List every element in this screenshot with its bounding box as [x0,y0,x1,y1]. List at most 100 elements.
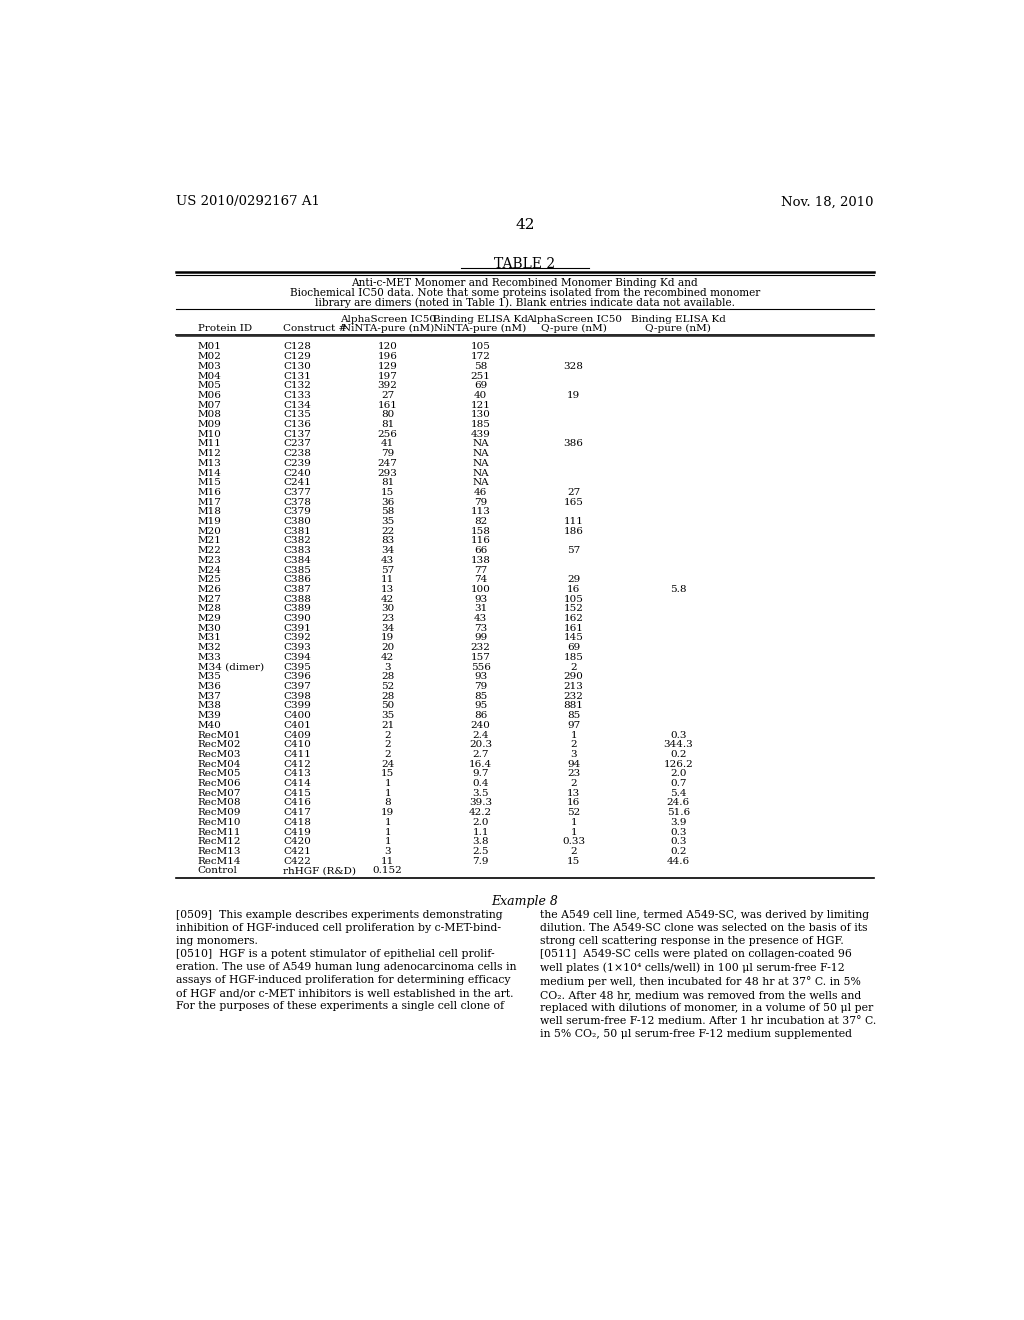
Text: 386: 386 [563,440,584,449]
Text: [0510]  HGF is a potent stimulator of epithelial cell prolif-
eration. The use o: [0510] HGF is a potent stimulator of epi… [176,949,516,1011]
Text: 35: 35 [381,711,394,721]
Text: 116: 116 [471,536,490,545]
Text: 232: 232 [471,643,490,652]
Text: M10: M10 [198,430,221,438]
Text: C417: C417 [283,808,311,817]
Text: 213: 213 [563,682,584,690]
Text: M39: M39 [198,711,221,721]
Text: library are dimers (noted in Table 1). Blank entries indicate data not available: library are dimers (noted in Table 1). B… [314,298,735,309]
Text: 79: 79 [381,449,394,458]
Text: C389: C389 [283,605,311,614]
Text: M09: M09 [198,420,221,429]
Text: 121: 121 [471,401,490,409]
Text: NA: NA [472,459,488,467]
Text: C132: C132 [283,381,311,391]
Text: C137: C137 [283,430,311,438]
Text: NA: NA [472,449,488,458]
Text: 1: 1 [384,837,391,846]
Text: C131: C131 [283,371,311,380]
Text: 44.6: 44.6 [667,857,690,866]
Text: C390: C390 [283,614,311,623]
Text: C409: C409 [283,730,311,739]
Text: C128: C128 [283,342,311,351]
Text: AlphaScreen IC50: AlphaScreen IC50 [525,314,622,323]
Text: AlphaScreen IC50: AlphaScreen IC50 [340,314,435,323]
Text: 20.3: 20.3 [469,741,493,750]
Text: 2: 2 [384,741,391,750]
Text: C241: C241 [283,478,311,487]
Text: 43: 43 [381,556,394,565]
Text: M25: M25 [198,576,221,585]
Text: 247: 247 [378,459,397,467]
Text: M05: M05 [198,381,221,391]
Text: RecM10: RecM10 [198,818,242,826]
Text: 196: 196 [378,352,397,362]
Text: C395: C395 [283,663,311,672]
Text: C383: C383 [283,546,311,556]
Text: 39.3: 39.3 [469,799,493,808]
Text: 3.5: 3.5 [472,789,488,797]
Text: C136: C136 [283,420,311,429]
Text: 35: 35 [381,517,394,527]
Text: M04: M04 [198,371,221,380]
Text: C380: C380 [283,517,311,527]
Text: 99: 99 [474,634,487,643]
Text: M03: M03 [198,362,221,371]
Text: C379: C379 [283,507,311,516]
Text: C240: C240 [283,469,311,478]
Text: 0.33: 0.33 [562,837,585,846]
Text: M19: M19 [198,517,221,527]
Text: 19: 19 [381,808,394,817]
Text: 129: 129 [378,362,397,371]
Text: 43: 43 [474,614,487,623]
Text: RecM11: RecM11 [198,828,242,837]
Text: C415: C415 [283,789,311,797]
Text: 152: 152 [563,605,584,614]
Text: M07: M07 [198,401,221,409]
Text: M24: M24 [198,565,221,574]
Text: 94: 94 [567,759,581,768]
Text: M01: M01 [198,342,221,351]
Text: M13: M13 [198,459,221,467]
Text: M23: M23 [198,556,221,565]
Text: 86: 86 [474,711,487,721]
Text: M12: M12 [198,449,221,458]
Text: 0.2: 0.2 [670,750,686,759]
Text: 105: 105 [471,342,490,351]
Text: RecM14: RecM14 [198,857,242,866]
Text: 1: 1 [570,828,577,837]
Text: C133: C133 [283,391,311,400]
Text: 11: 11 [381,857,394,866]
Text: M21: M21 [198,536,221,545]
Text: C386: C386 [283,576,311,585]
Text: 556: 556 [471,663,490,672]
Text: 2.5: 2.5 [472,847,488,855]
Text: Q-pure (nM): Q-pure (nM) [645,323,712,333]
Text: C396: C396 [283,672,311,681]
Text: Biochemical IC50 data. Note that some proteins isolated from the recombined mono: Biochemical IC50 data. Note that some pr… [290,288,760,298]
Text: RecM12: RecM12 [198,837,242,846]
Text: 185: 185 [563,653,584,661]
Text: 42.2: 42.2 [469,808,493,817]
Text: 2.7: 2.7 [472,750,488,759]
Text: Q-pure (nM): Q-pure (nM) [541,323,606,333]
Text: 130: 130 [471,411,490,420]
Text: M32: M32 [198,643,221,652]
Text: rhHGF (R&D): rhHGF (R&D) [283,866,356,875]
Text: Construct #: Construct # [283,323,347,333]
Text: 256: 256 [378,430,397,438]
Text: 2: 2 [570,663,577,672]
Text: 120: 120 [378,342,397,351]
Text: M15: M15 [198,478,221,487]
Text: 439: 439 [471,430,490,438]
Text: C129: C129 [283,352,311,362]
Text: 74: 74 [474,576,487,585]
Text: 2: 2 [570,741,577,750]
Text: C422: C422 [283,857,311,866]
Text: 93: 93 [474,595,487,603]
Text: M08: M08 [198,411,221,420]
Text: 42: 42 [381,595,394,603]
Text: C387: C387 [283,585,311,594]
Text: US 2010/0292167 A1: US 2010/0292167 A1 [176,195,319,209]
Text: 42: 42 [381,653,394,661]
